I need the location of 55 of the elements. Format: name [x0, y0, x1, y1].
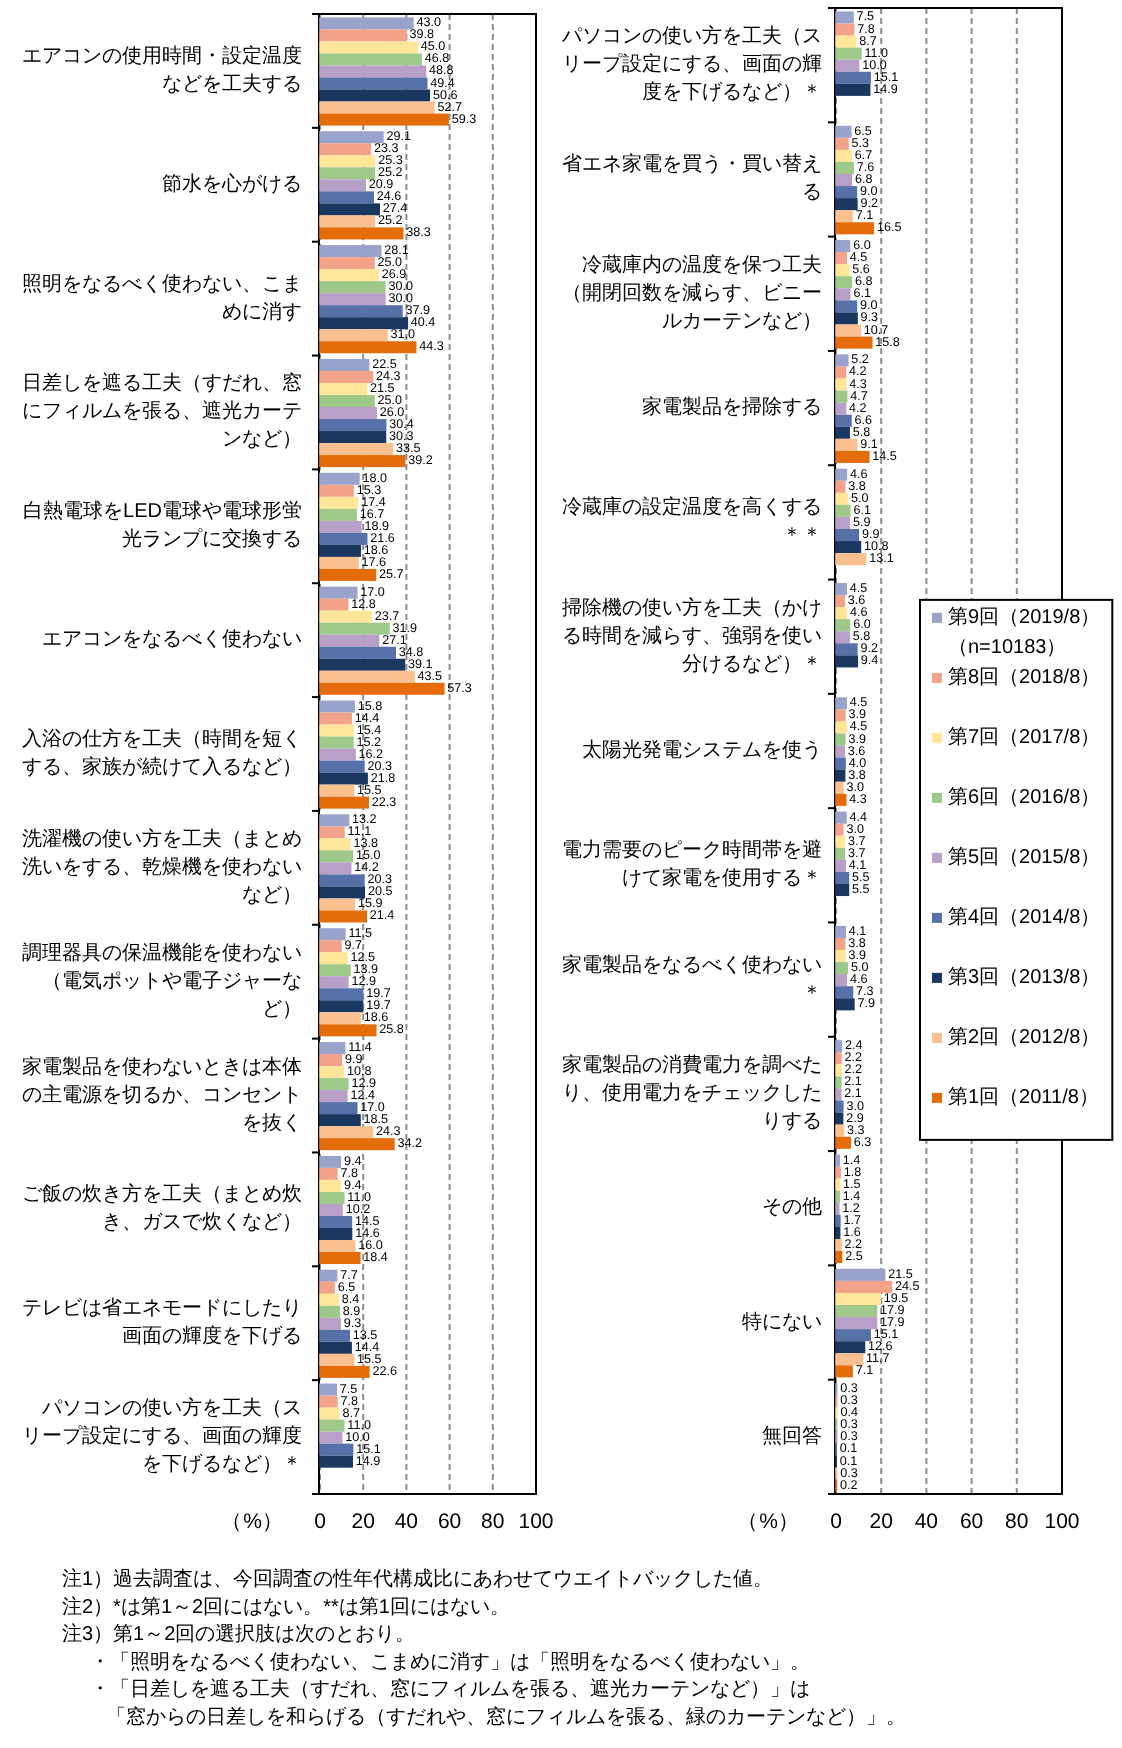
category: 家電製品の消費電力を調べたり、使用電力をチェックしたりする: [562, 1054, 822, 1133]
x-label: （%）: [737, 1510, 800, 1534]
category: 日差しを遮る工夫（すだれ、窓にフィルムを張る、遮光カーテンなど）: [22, 373, 302, 452]
note: 「窓からの日差しを和らげる（すだれや、窓にフィルムを張る、緑のカーテンなど）」。: [106, 1707, 906, 1729]
category: 家電製品をなるべく使わない＊: [562, 954, 822, 1005]
category: 照明をなるべく使わない、こまめに消す: [22, 273, 302, 324]
legend-label: 第2回（2012/8）: [948, 1026, 1101, 1049]
x-tick: 0: [830, 1510, 842, 1534]
category: 掃除機の使い方を工夫（かける時間を減らす、強弱を使い分けるなど）＊: [562, 597, 822, 676]
legend-label: 第4回（2014/8）: [948, 906, 1101, 929]
note: 注1）過去調査は、今回調査の性年代構成比にあわせてウエイトバックした値。: [62, 1569, 774, 1591]
legend-label: 第6回（2016/8）: [948, 786, 1101, 809]
category: パソコンの使い方を工夫（スリープ設定にする、画面の輝度を下げるなど）＊: [562, 26, 822, 105]
x-tick: 80: [1005, 1510, 1029, 1534]
category: 無回答: [762, 1425, 822, 1448]
note: ・「照明をなるべく使わない、こまめに消す」は「照明をなるべく使わない」。: [90, 1651, 810, 1674]
category: パソコンの使い方を工夫（スリープ設定にする、画面の輝度を下げるなど）＊: [22, 1398, 302, 1477]
note: 注2）*は第1～2回にはない。**は第1回にはない。: [62, 1596, 510, 1619]
x-tick: 60: [959, 1510, 984, 1534]
legend-label: 第3回（2013/8）: [948, 966, 1101, 989]
category: 洗濯機の使い方を工夫（まとめ洗いをする、乾燥機を使わないなど）: [22, 828, 302, 907]
x-tick: 100: [1044, 1510, 1080, 1534]
x-label: （%）: [221, 1510, 284, 1534]
category: エアコンの使用時間・設定温度などを工夫する: [22, 45, 302, 96]
category: 家電製品を使わないときは本体の主電源を切るか、コンセントを抜く: [22, 1056, 302, 1135]
legend-label: 第8回（2018/8）: [948, 666, 1101, 689]
x-tick: 20: [351, 1510, 375, 1534]
category: 特にない: [742, 1311, 822, 1334]
legend-label: 第9回（2019/8）（n=10183）: [948, 606, 1101, 659]
legend-label: 第5回（2015/8）: [948, 846, 1101, 869]
note: ・「日差しを遮る工夫（すだれ、窓にフィルムを張る、遮光カーテンなど）」は: [90, 1679, 810, 1702]
category: 調理器具の保温機能を使わない（電気ポットや電子ジャーなど）: [22, 942, 302, 1021]
category: 太陽光発電システムを使う: [582, 740, 822, 762]
x-tick: 60: [437, 1510, 462, 1534]
legend-label: 第1回（2011/8）: [948, 1086, 1099, 1109]
x-tick: 80: [481, 1510, 505, 1534]
category: ご飯の炊き方を工夫（まとめ炊き、ガスで炊くなど）: [22, 1184, 302, 1235]
x-tick: 20: [869, 1510, 893, 1534]
note: 注3）第1～2回の選択肢は次のとおり。: [62, 1624, 416, 1647]
category: 冷蔵庫内の温度を保つ工夫（開閉回数を減らす、ビニールカーテンなど）: [562, 254, 822, 333]
category: 家電製品を掃除する: [642, 397, 822, 420]
category: その他: [762, 1197, 822, 1220]
category: 省エネ家電を買う・買い替える: [562, 154, 822, 205]
category: 冷蔵庫の設定温度を高くする＊＊: [562, 497, 822, 548]
legend-label: 第7回（2017/8）: [948, 726, 1101, 749]
x-tick: 40: [394, 1510, 419, 1534]
x-tick: 40: [914, 1510, 939, 1534]
category: エアコンをなるべく使わない: [42, 629, 302, 652]
category: 白熱電球をLED電球や電球形蛍光ランプに交換する: [23, 501, 302, 552]
category: 電力需要のピーク時間帯を避けて家電を使用する＊: [562, 840, 822, 891]
x-tick: 100: [518, 1510, 554, 1534]
category: 節水を心がける: [162, 173, 302, 196]
category: 入浴の仕方を工夫（時間を短くする、家族が続けて入るなど）: [22, 729, 302, 779]
x-tick: 0: [314, 1510, 326, 1534]
category: テレビは省エネモードにしたり画面の輝度を下げる: [22, 1298, 302, 1349]
